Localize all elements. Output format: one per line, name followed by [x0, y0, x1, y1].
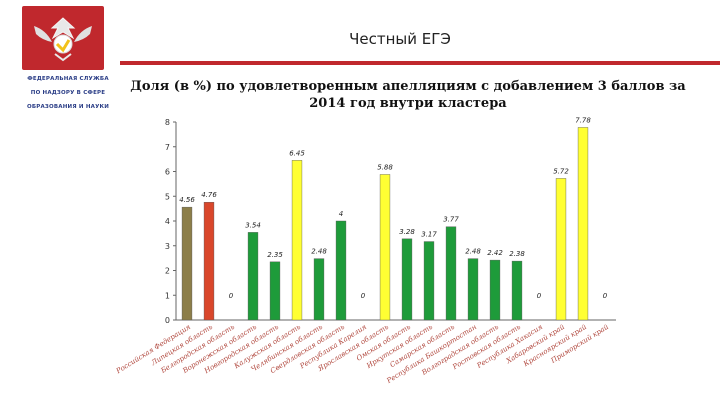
data-label: 5.72	[553, 167, 569, 175]
data-label: 2.35	[267, 251, 283, 259]
data-label: 5.88	[377, 163, 393, 171]
agency-line-3: ОБРАЗОВАНИЯ И НАУКИ	[26, 104, 110, 110]
bar	[577, 127, 589, 321]
y-tick-label: 6	[165, 168, 170, 177]
bar	[401, 238, 413, 321]
y-tick-label: 8	[165, 118, 170, 127]
data-label: 4	[339, 210, 343, 218]
data-label: 2.48	[311, 248, 327, 256]
y-tick-label: 2	[165, 267, 170, 276]
chart-title: Доля (в %) по удовлетворенным апелляциям…	[130, 79, 686, 111]
agency-emblem	[22, 6, 104, 70]
bar	[335, 220, 347, 321]
bar	[489, 259, 501, 321]
data-label: 0	[603, 292, 608, 300]
data-label: 3.77	[443, 216, 459, 224]
bar	[467, 258, 479, 321]
data-label: 3.28	[399, 228, 415, 236]
agency-line-1: ФЕДЕРАЛЬНАЯ СЛУЖБА	[27, 76, 109, 82]
bar	[511, 260, 523, 321]
bar	[423, 241, 435, 321]
bar	[445, 226, 457, 321]
agency-name: ФЕДЕРАЛЬНАЯ СЛУЖБА ПО НАДЗОРУ В СФЕРЕ ОБ…	[20, 72, 116, 114]
data-label: 3.17	[421, 231, 437, 239]
y-tick-label: 0	[165, 316, 170, 325]
y-tick-label: 4	[165, 217, 170, 226]
bar	[555, 178, 567, 321]
bar	[379, 174, 391, 321]
agency-line-2: ПО НАДЗОРУ В СФЕРЕ	[30, 90, 106, 96]
data-label: 0	[229, 292, 234, 300]
data-label: 7.78	[575, 116, 591, 124]
data-label: 2.38	[509, 250, 525, 258]
y-tick-label: 5	[165, 192, 170, 201]
header-divider	[120, 61, 720, 65]
data-label: 4.76	[201, 191, 217, 199]
data-label: 4.56	[179, 196, 195, 204]
bar	[291, 160, 303, 321]
data-label: 6.45	[289, 149, 305, 157]
y-tick-label: 3	[165, 242, 170, 251]
data-label: 0	[537, 292, 542, 300]
data-label: 2.42	[487, 249, 503, 257]
bar	[247, 232, 259, 321]
header-title: Честный ЕГЭ	[349, 30, 451, 48]
data-label: 3.54	[245, 221, 261, 229]
bar	[203, 201, 215, 321]
y-tick-label: 1	[165, 291, 170, 300]
bar	[181, 206, 193, 321]
bar	[269, 261, 281, 321]
data-label: 2.48	[465, 248, 481, 256]
data-label: 0	[361, 292, 366, 300]
emblem-icon	[34, 17, 92, 62]
bar	[313, 258, 325, 321]
y-tick-label: 7	[165, 143, 170, 152]
